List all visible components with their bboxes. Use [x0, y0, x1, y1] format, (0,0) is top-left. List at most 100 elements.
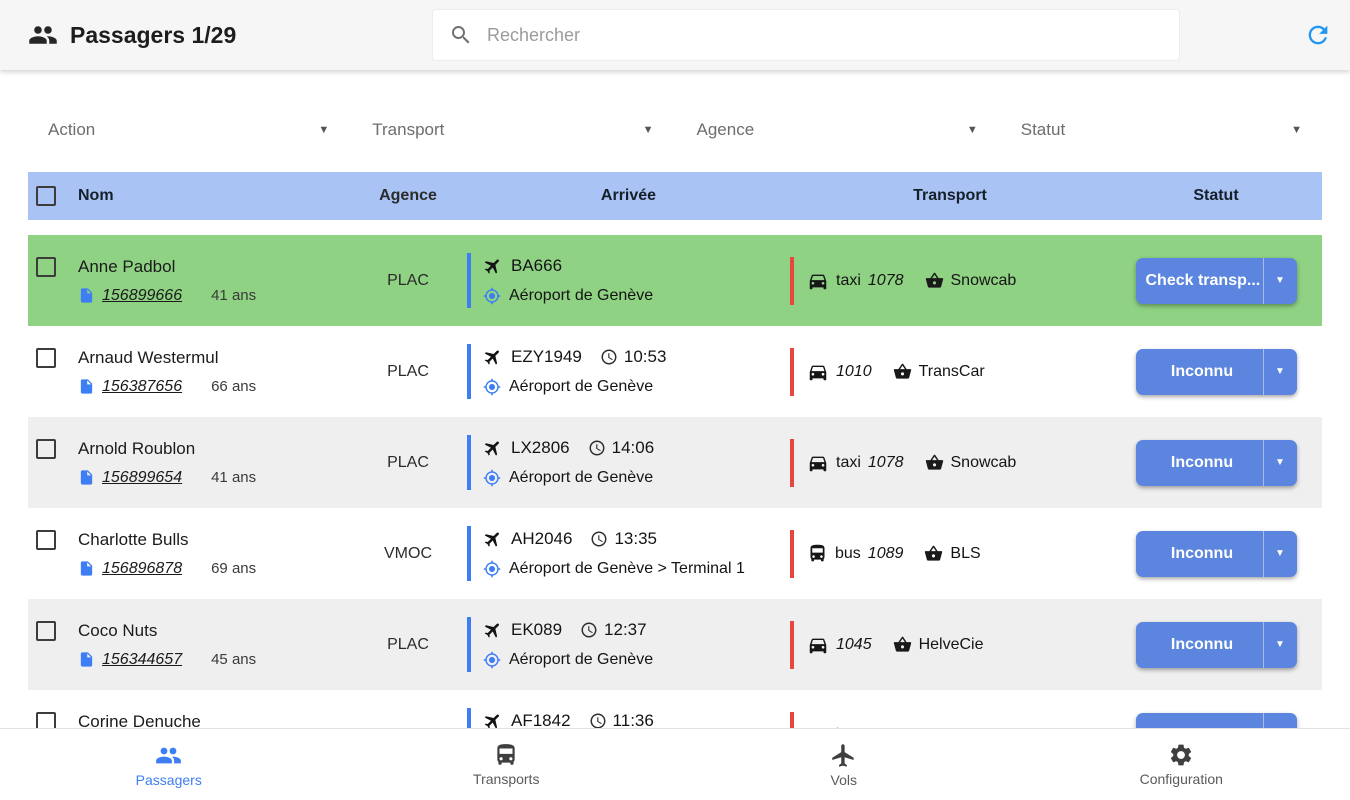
location-target-icon [483, 560, 501, 578]
transport-company: TransCar [918, 362, 985, 380]
arrival-time: 10:53 [623, 347, 667, 366]
agency-label: PLAC [387, 453, 429, 471]
status-label: Inconnu [1170, 544, 1234, 562]
row-checkbox[interactable] [36, 256, 56, 277]
status-dropdown-button[interactable]: Inconnu ▼ [1135, 439, 1297, 486]
vehicle-number: 1078 [867, 453, 904, 471]
document-number-link[interactable]: 156899654 [102, 468, 183, 486]
arrival-cell: BA666 Aéroport de Genève [458, 253, 790, 308]
document-number-link[interactable]: 156344657 [102, 650, 183, 668]
clock-icon [590, 713, 606, 729]
clock-icon [581, 622, 597, 638]
transport-cell: 1010 TransCar [790, 347, 1110, 396]
row-checkbox[interactable] [36, 347, 56, 368]
agency-label: PLAC [387, 362, 429, 380]
status-dropdown-button[interactable]: Inconnu ▼ [1135, 530, 1297, 577]
passenger-cell: Anne Padbol 156899666 41 ans [28, 256, 358, 305]
top-bar: Passagers 1/29 [0, 0, 1350, 70]
page-title: Passagers 1/29 [70, 21, 237, 48]
filter-agence[interactable]: Agence ▼ [697, 120, 978, 140]
passenger-age: 45 ans [211, 651, 257, 668]
status-cell: Inconnu ▼ [1110, 530, 1322, 577]
status-dropdown-button[interactable]: Check transp... ▼ [1135, 257, 1297, 304]
transport-company: HelveCie [918, 635, 984, 653]
passenger-age: 41 ans [211, 287, 257, 304]
filter-transport[interactable]: Transport ▼ [372, 120, 653, 140]
row-checkbox[interactable] [36, 529, 56, 550]
refresh-button[interactable] [1300, 17, 1336, 53]
clock-icon [601, 349, 617, 365]
nav-vols[interactable]: Vols [675, 729, 1013, 800]
column-header-nom: Nom [78, 187, 114, 204]
arrival-time-group: 10:53 [600, 347, 667, 367]
gear-icon [1171, 744, 1192, 766]
vehicle-type-label: taxi [836, 453, 861, 471]
transport-cell: bus 1089 BLS [790, 529, 1110, 578]
arrival-cell: AH2046 13:35 Aéroport de Genève > Termin… [458, 526, 790, 581]
agency-label: PLAC [387, 635, 429, 653]
nav-transports-label: Transports [473, 771, 540, 787]
passenger-name: Coco Nuts [78, 620, 158, 640]
status-dropdown-button[interactable]: Inconnu ▼ [1135, 621, 1297, 668]
status-label: Check transp... [1145, 271, 1261, 289]
title-block: Passagers 1/29 [0, 20, 432, 50]
nav-configuration[interactable]: Configuration [1013, 729, 1350, 800]
transport-accent-bar: taxi 1078 Snowcab [790, 438, 1110, 487]
status-cell: Inconnu ▼ [1110, 439, 1322, 486]
chevron-down-icon: ▼ [1262, 257, 1297, 304]
filter-statut[interactable]: Statut ▼ [1021, 120, 1302, 140]
status-dropdown-button[interactable]: Inconnu ▼ [1135, 348, 1297, 395]
passenger-cell: Arnold Roublon 156899654 41 ans [28, 438, 358, 487]
arrival-time: 13:35 [614, 529, 657, 548]
bus-icon [810, 544, 825, 562]
filter-action-label: Action [48, 120, 96, 139]
nav-vols-label: Vols [830, 771, 857, 788]
passenger-cell: Coco Nuts 156344657 45 ans [28, 620, 358, 669]
chevron-down-icon: ▼ [1262, 348, 1297, 395]
document-icon [80, 561, 93, 576]
location-target-icon [483, 651, 501, 669]
document-number-link[interactable]: 156899666 [102, 286, 183, 304]
plane-icon [484, 259, 499, 274]
transport-cell: 1045 HelveCie [790, 620, 1110, 669]
select-all-checkbox[interactable] [36, 186, 56, 206]
plane-icon [484, 532, 499, 547]
car-icon [809, 456, 827, 471]
document-number-link[interactable]: 156387656 [102, 377, 183, 395]
vehicle-number: 1010 [836, 362, 872, 380]
car-icon [809, 638, 827, 653]
transport-accent-bar: taxi 1078 Snowcab [790, 256, 1110, 305]
airport-name: Aéroport de Genève [509, 287, 654, 304]
refresh-icon [1308, 25, 1328, 45]
row-checkbox[interactable] [36, 438, 56, 459]
chevron-down-icon: ▼ [1291, 124, 1302, 136]
passenger-age: 66 ans [211, 378, 257, 395]
transport-cell: taxi 1078 Snowcab [790, 438, 1110, 487]
arrival-time: 11:36 [612, 711, 654, 730]
table-row: Arnold Roublon 156899654 41 ans PLAC LX2… [28, 417, 1322, 508]
filter-action[interactable]: Action ▼ [48, 120, 329, 140]
search-bar[interactable] [432, 9, 1180, 61]
flight-number: LX2806 [511, 438, 570, 457]
document-number-link[interactable]: 156896878 [102, 559, 183, 577]
document-icon [80, 379, 93, 394]
people-icon [156, 747, 182, 763]
search-input[interactable] [487, 24, 1163, 46]
nav-transports[interactable]: Transports [338, 729, 676, 800]
airport-name: Aéroport de Genève [509, 651, 654, 668]
status-cell: Inconnu ▼ [1110, 348, 1322, 395]
row-checkbox[interactable] [36, 620, 56, 641]
vehicle-number: 1078 [867, 271, 904, 289]
status-label: Inconnu [1170, 453, 1234, 471]
agency-label: PLAC [387, 271, 429, 289]
vehicle-type-label: bus [835, 544, 861, 562]
transport-cell: taxi 1078 Snowcab [790, 256, 1110, 305]
transport-accent-bar: 1045 HelveCie [790, 620, 1110, 669]
column-header-transport: Transport [913, 187, 987, 204]
nav-passagers[interactable]: Passagers [0, 729, 338, 800]
chevron-down-icon: ▼ [318, 124, 330, 136]
plane-icon [484, 350, 499, 365]
table-row: Charlotte Bulls 156896878 69 ans VMOC AH… [28, 508, 1322, 599]
chevron-down-icon: ▼ [1262, 439, 1297, 486]
basket-icon [893, 636, 911, 652]
